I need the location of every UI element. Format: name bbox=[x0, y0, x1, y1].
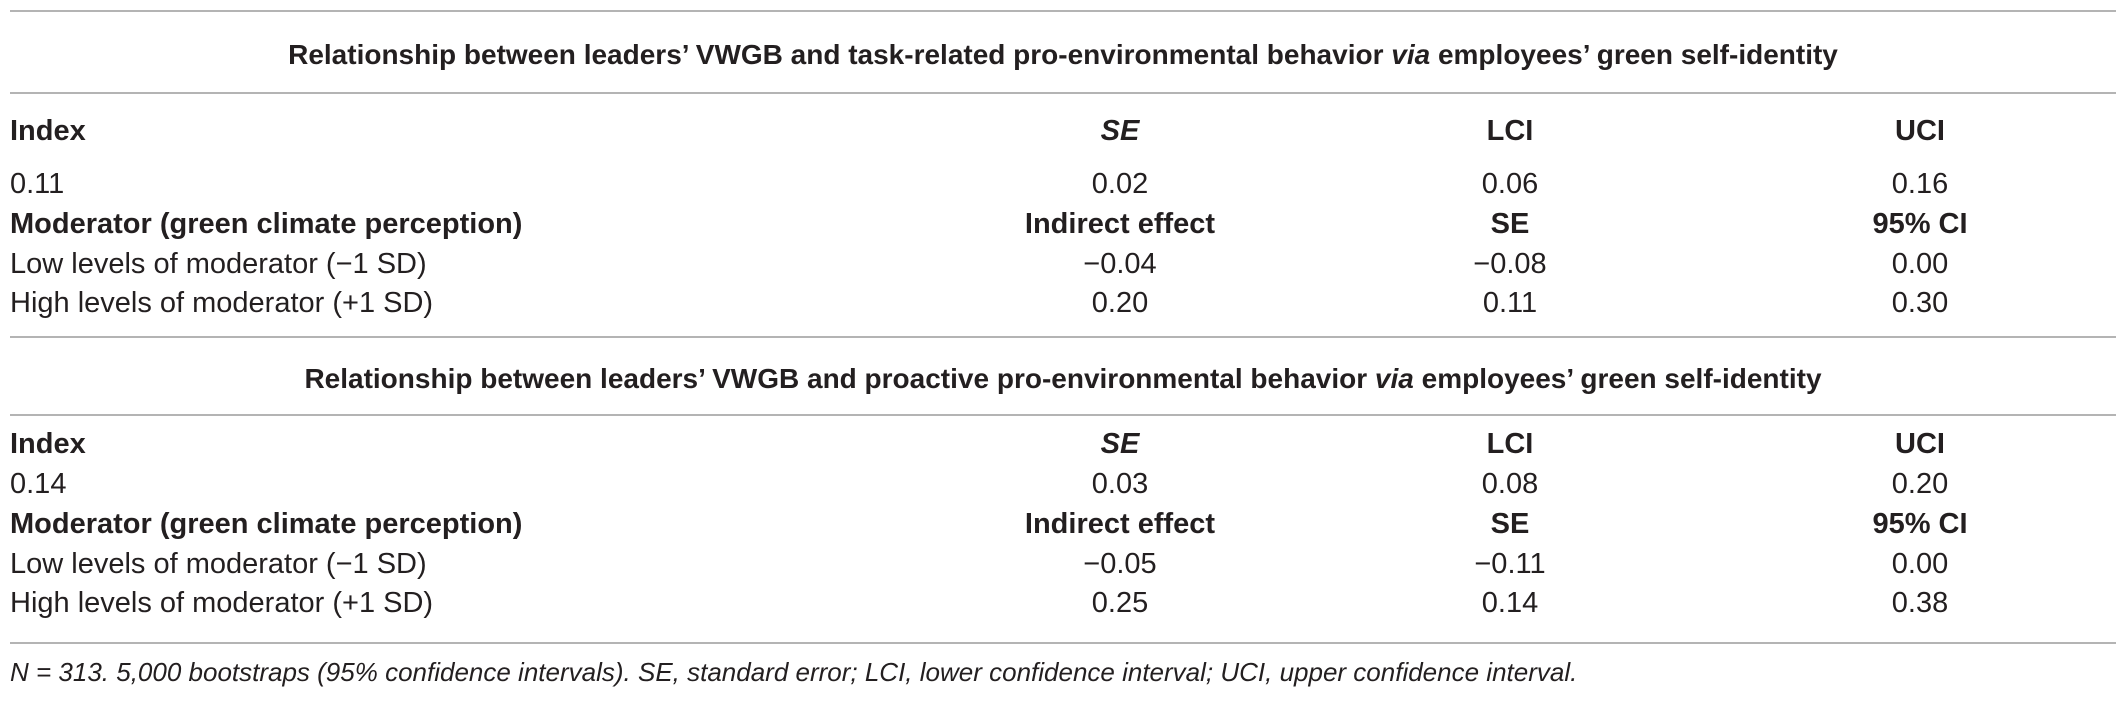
table-cell: Low levels of moderator (−1 SD) bbox=[10, 548, 427, 580]
header-cell: SE bbox=[1100, 115, 1140, 147]
header-cell: SE bbox=[1100, 428, 1140, 460]
table-cell: 0.20 bbox=[1891, 468, 1949, 500]
section-1-index-header: Index SE LCI UCI bbox=[10, 112, 2116, 150]
header-cell: SE bbox=[1490, 208, 1530, 240]
table-row: Low levels of moderator (−1 SD) −0.04 −0… bbox=[10, 245, 2116, 283]
table-cell: 0.20 bbox=[1091, 287, 1149, 319]
header-cell: Indirect effect bbox=[1024, 208, 1216, 240]
table-cell: 0.14 bbox=[1481, 587, 1539, 619]
bottom-rule bbox=[10, 642, 2116, 644]
header-cell: 95% CI bbox=[1872, 508, 1968, 540]
header-cell: UCI bbox=[1895, 115, 1945, 147]
table-cell: 0.00 bbox=[1891, 548, 1949, 580]
table-cell: 0.25 bbox=[1091, 587, 1149, 619]
table-cell: 0.38 bbox=[1891, 587, 1949, 619]
top-rule bbox=[10, 10, 2116, 12]
section-2-index-row: 0.14 0.03 0.08 0.20 bbox=[10, 465, 2116, 503]
table-row: High levels of moderator (+1 SD) 0.25 0.… bbox=[10, 584, 2116, 622]
table-cell: 0.16 bbox=[1891, 168, 1949, 200]
table-cell: 0.11 bbox=[10, 168, 65, 200]
header-cell: UCI bbox=[1895, 428, 1945, 460]
header-cell: Moderator (green climate perception) bbox=[10, 208, 523, 240]
header-cell: LCI bbox=[1486, 115, 1534, 147]
header-cell: 95% CI bbox=[1872, 208, 1968, 240]
table-cell: 0.11 bbox=[1482, 287, 1538, 319]
section-2-moderator-header: Moderator (green climate perception) Ind… bbox=[10, 505, 2116, 543]
section-2-title: Relationship between leaders’ VWGB and p… bbox=[304, 363, 1822, 394]
header-cell: Index bbox=[10, 115, 86, 147]
header-cell: Moderator (green climate perception) bbox=[10, 508, 523, 540]
header-cell: LCI bbox=[1486, 428, 1534, 460]
section-2-rule bbox=[10, 414, 2116, 416]
table-cell: High levels of moderator (+1 SD) bbox=[10, 287, 434, 319]
table-cell: −0.04 bbox=[1083, 248, 1157, 280]
header-cell: Index bbox=[10, 428, 86, 460]
table-cell: 0.14 bbox=[10, 468, 67, 500]
section-2-index-header: Index SE LCI UCI bbox=[10, 425, 2116, 463]
table-cell: 0.00 bbox=[1891, 248, 1949, 280]
table-footnote: N = 313. 5,000 bootstraps (95% confidenc… bbox=[10, 657, 1578, 687]
table-cell: 0.03 bbox=[1091, 468, 1149, 500]
header-cell: SE bbox=[1490, 508, 1530, 540]
section-1-rule bbox=[10, 92, 2116, 94]
table-cell: 0.30 bbox=[1891, 287, 1949, 319]
table-cell: 0.02 bbox=[1091, 168, 1149, 200]
table-cell: 0.08 bbox=[1481, 468, 1539, 500]
table-cell: 0.06 bbox=[1481, 168, 1539, 200]
table-cell: −0.11 bbox=[1474, 548, 1546, 580]
table-cell: −0.08 bbox=[1473, 248, 1547, 280]
section-1-index-row: 0.11 0.02 0.06 0.16 bbox=[10, 165, 2116, 203]
section-1-title: Relationship between leaders’ VWGB and t… bbox=[288, 39, 1838, 70]
table-row: High levels of moderator (+1 SD) 0.20 0.… bbox=[10, 284, 2116, 322]
table-cell: High levels of moderator (+1 SD) bbox=[10, 587, 434, 619]
header-cell: Indirect effect bbox=[1024, 508, 1216, 540]
table-row: Low levels of moderator (−1 SD) −0.05 −0… bbox=[10, 545, 2116, 583]
table-cell: Low levels of moderator (−1 SD) bbox=[10, 248, 427, 280]
table-cell: −0.05 bbox=[1083, 548, 1157, 580]
section-divider-rule bbox=[10, 336, 2116, 338]
section-1-moderator-header: Moderator (green climate perception) Ind… bbox=[10, 205, 2116, 243]
